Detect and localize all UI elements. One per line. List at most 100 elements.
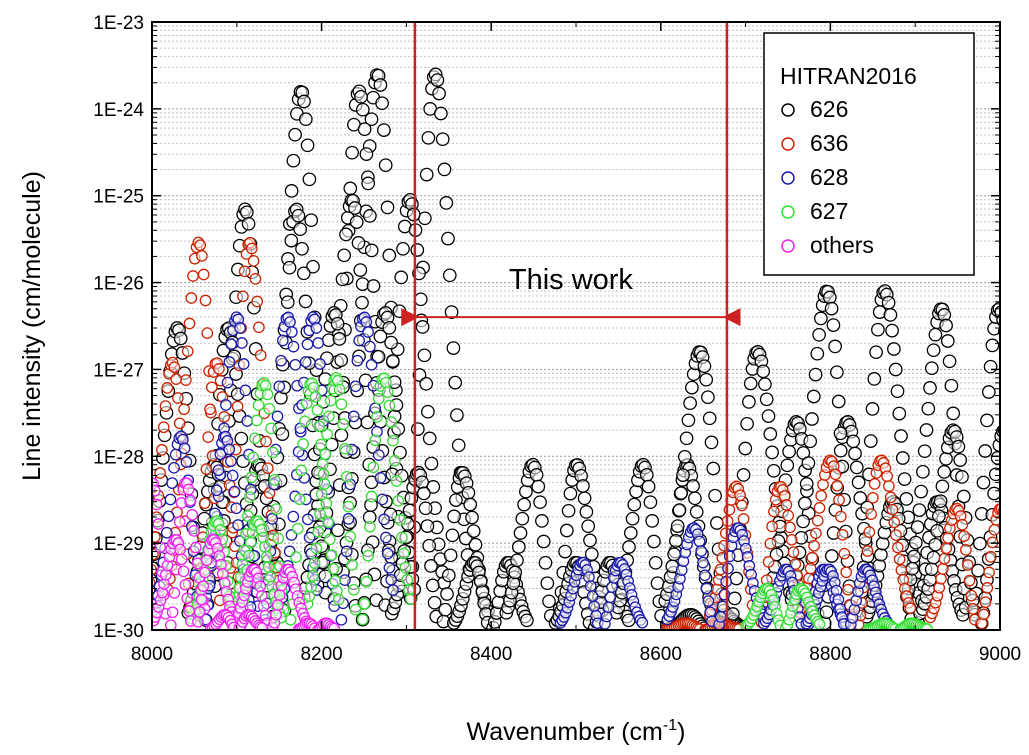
data-point-626 bbox=[990, 451, 1000, 465]
data-point-others bbox=[183, 605, 195, 617]
data-point-636 bbox=[766, 520, 778, 533]
data-point-others bbox=[164, 619, 177, 630]
data-point-626 bbox=[727, 591, 742, 606]
data-point-626 bbox=[417, 348, 432, 363]
data-point-627 bbox=[397, 547, 410, 560]
data-point-626 bbox=[450, 408, 464, 422]
data-point-626 bbox=[511, 540, 526, 554]
data-point-627 bbox=[263, 402, 276, 415]
data-point-626 bbox=[463, 497, 478, 512]
data-point-636 bbox=[988, 523, 1000, 536]
data-point-626 bbox=[349, 215, 364, 229]
data-point-627 bbox=[367, 461, 380, 474]
data-point-626 bbox=[385, 354, 400, 368]
data-point-others bbox=[272, 599, 284, 611]
data-point-628 bbox=[275, 354, 287, 367]
data-point-628 bbox=[287, 510, 300, 523]
data-point-628 bbox=[212, 464, 225, 477]
data-point-626 bbox=[583, 533, 597, 548]
data-point-628 bbox=[230, 502, 243, 515]
data-point-626 bbox=[806, 389, 821, 404]
data-point-636 bbox=[152, 531, 161, 543]
data-point-627 bbox=[245, 471, 258, 484]
data-point-627 bbox=[387, 434, 399, 447]
data-point-636 bbox=[829, 468, 842, 481]
data-point-627 bbox=[295, 464, 308, 477]
data-point-627 bbox=[311, 404, 324, 416]
data-point-626 bbox=[1015, 500, 1027, 512]
y-tick-label: 1E-25 bbox=[93, 187, 144, 208]
data-point-636 bbox=[967, 603, 979, 615]
data-point-626 bbox=[740, 416, 754, 431]
data-point-626 bbox=[361, 176, 376, 191]
data-point-636 bbox=[981, 582, 994, 594]
legend-marker-627 bbox=[781, 205, 795, 219]
data-point-627 bbox=[250, 414, 263, 427]
data-point-others bbox=[328, 622, 341, 630]
data-point-636 bbox=[782, 509, 795, 522]
data-point-628 bbox=[223, 356, 236, 368]
data-point-636 bbox=[983, 566, 995, 579]
data-point-626 bbox=[447, 509, 461, 524]
data-point-626 bbox=[1018, 533, 1029, 545]
data-point-626 bbox=[819, 605, 834, 620]
data-point-628 bbox=[378, 513, 390, 526]
data-point-636 bbox=[168, 361, 181, 374]
data-point-628 bbox=[698, 569, 711, 582]
data-point-636 bbox=[1014, 587, 1024, 597]
data-point-628 bbox=[374, 472, 387, 484]
data-point-626 bbox=[297, 94, 311, 109]
data-point-628 bbox=[284, 316, 296, 328]
data-point-627 bbox=[371, 411, 383, 423]
data-point-626 bbox=[430, 73, 445, 87]
x-tick-label: 8000 bbox=[131, 644, 173, 665]
data-point-626 bbox=[869, 345, 883, 360]
data-point-626 bbox=[519, 484, 533, 499]
data-point-636 bbox=[834, 510, 847, 523]
data-point-636 bbox=[811, 514, 824, 527]
data-point-627 bbox=[383, 399, 396, 412]
data-point-626 bbox=[980, 413, 994, 428]
data-point-627 bbox=[332, 593, 345, 606]
data-point-626 bbox=[853, 491, 868, 505]
data-point-626 bbox=[924, 562, 939, 577]
data-point-626 bbox=[559, 523, 574, 538]
data-point-626 bbox=[933, 494, 948, 509]
annotations: This work bbox=[401, 22, 741, 630]
data-point-626 bbox=[377, 123, 391, 137]
data-point-628 bbox=[225, 455, 237, 468]
data-point-626 bbox=[928, 327, 943, 342]
legend-label-628: 628 bbox=[810, 164, 848, 190]
data-point-626 bbox=[425, 578, 440, 593]
legend-label-others: others bbox=[810, 232, 874, 258]
data-point-others bbox=[193, 606, 206, 618]
data-point-636 bbox=[157, 421, 170, 434]
data-point-636 bbox=[202, 431, 215, 443]
x-axis-label: Wavenumber (cm-1) bbox=[467, 717, 686, 746]
data-point-626 bbox=[814, 311, 828, 326]
data-point-others bbox=[184, 494, 197, 507]
data-point-636 bbox=[1002, 519, 1012, 529]
data-point-626 bbox=[639, 468, 654, 482]
data-point-636 bbox=[888, 516, 901, 529]
data-point-626 bbox=[686, 479, 700, 493]
data-point-626 bbox=[926, 343, 941, 358]
data-point-628 bbox=[162, 510, 175, 523]
data-point-628 bbox=[700, 582, 713, 595]
data-point-626 bbox=[885, 323, 899, 338]
data-point-627 bbox=[321, 428, 333, 441]
data-point-627 bbox=[293, 493, 306, 506]
data-point-628 bbox=[714, 611, 727, 623]
data-point-626 bbox=[999, 431, 1000, 436]
data-point-636 bbox=[173, 417, 186, 430]
legend-marker-626 bbox=[781, 103, 795, 117]
data-point-others bbox=[152, 518, 165, 530]
data-point-626 bbox=[1006, 398, 1018, 410]
data-point-628 bbox=[287, 340, 300, 353]
data-point-626 bbox=[396, 241, 410, 256]
data-point-627 bbox=[394, 514, 406, 526]
data-point-626 bbox=[375, 96, 389, 111]
data-point-626 bbox=[942, 354, 957, 369]
data-point-627 bbox=[813, 618, 826, 630]
data-point-626 bbox=[520, 613, 534, 628]
